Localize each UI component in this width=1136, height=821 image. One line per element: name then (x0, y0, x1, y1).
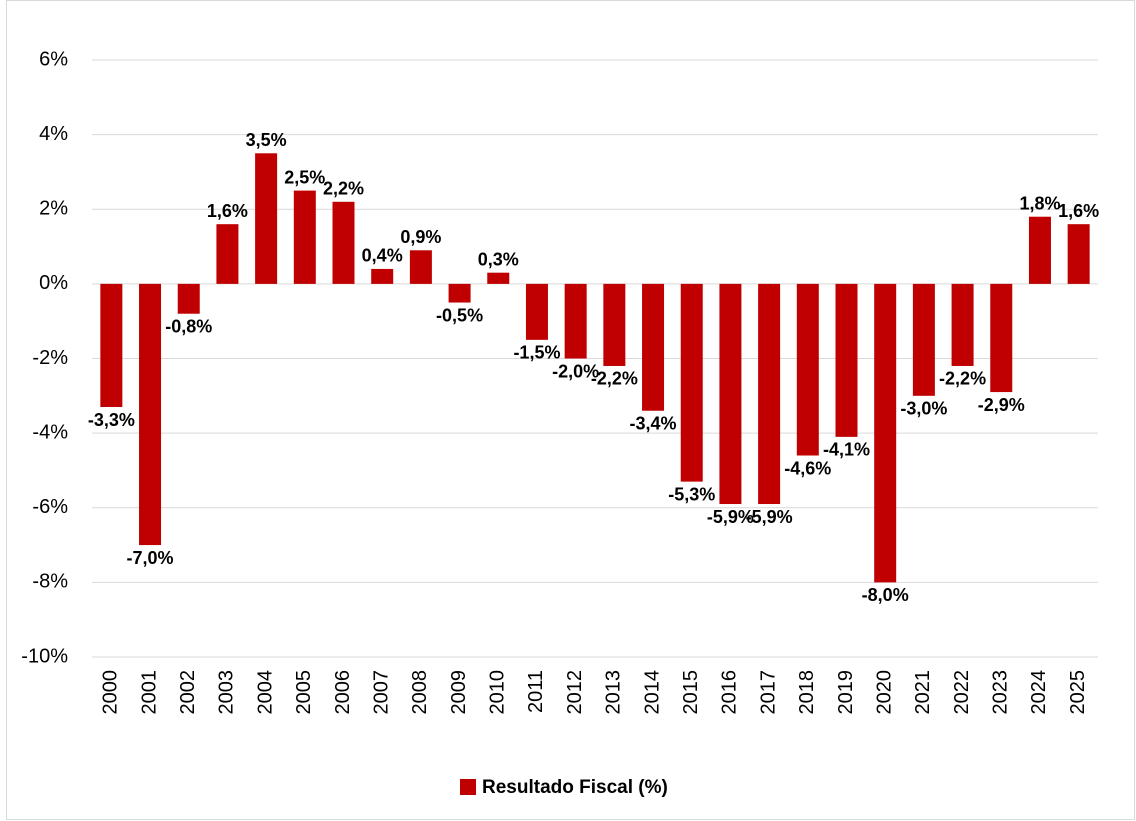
bar (874, 283, 897, 583)
bar (371, 268, 394, 284)
data-label: 0,9% (400, 227, 441, 247)
x-tick-label: 2013 (603, 670, 625, 715)
bar (100, 283, 123, 408)
y-tick-label: -8% (32, 571, 68, 593)
bar (951, 283, 974, 366)
y-tick-label: -4% (32, 421, 68, 443)
x-tick-label: 2020 (873, 670, 895, 715)
legend-swatch (460, 779, 476, 795)
bar (642, 283, 665, 411)
x-tick-label: 2003 (216, 670, 238, 715)
data-label: -5,9% (746, 507, 793, 527)
data-label: -8,0% (862, 585, 909, 605)
bar (564, 283, 587, 359)
data-label: -1,5% (513, 343, 560, 363)
x-tick-label: 2005 (293, 670, 315, 715)
x-tick-label: 2016 (719, 670, 741, 715)
x-tick-label: 2022 (951, 670, 973, 715)
data-label: -0,8% (165, 316, 212, 336)
bar (332, 201, 355, 284)
data-label: 0,3% (478, 249, 519, 269)
data-label: -2,0% (552, 361, 599, 381)
data-label: 1,8% (1019, 193, 1060, 213)
bar (255, 153, 278, 284)
data-label: -3,0% (900, 399, 947, 419)
bar (139, 283, 162, 546)
data-label: -5,9% (707, 507, 754, 527)
data-label: 0,4% (362, 246, 403, 266)
bar (525, 283, 548, 340)
bar (796, 283, 819, 456)
legend-label: Resultado Fiscal (%) (482, 777, 668, 798)
data-label: -2,9% (978, 395, 1025, 415)
data-label: -3,4% (630, 413, 677, 433)
bar (990, 283, 1013, 393)
x-tick-label: 2012 (564, 670, 586, 715)
x-tick-label: 2002 (177, 670, 199, 715)
data-label: -2,2% (591, 369, 638, 389)
x-tick-label: 2021 (912, 670, 934, 715)
data-label: -7,0% (127, 548, 174, 568)
x-tick-label: 2023 (990, 670, 1012, 715)
x-tick-label: 2018 (796, 670, 818, 715)
x-tick-label: 2014 (641, 670, 663, 715)
x-tick-label: 2001 (138, 670, 160, 715)
bar (912, 283, 935, 396)
bar (487, 272, 510, 284)
y-tick-label: 0% (39, 272, 68, 294)
bar (835, 283, 858, 437)
data-label: -3,3% (88, 410, 135, 430)
x-tick-label: 2007 (370, 670, 392, 715)
y-tick-label: -6% (32, 496, 68, 518)
data-label: -5,3% (668, 484, 715, 504)
data-label: 3,5% (246, 130, 287, 150)
data-label: -4,6% (784, 458, 831, 478)
x-tick-label: 2010 (487, 670, 509, 715)
bar (719, 283, 742, 505)
x-tick-label: 2017 (757, 670, 779, 715)
y-tick-label: 4% (39, 123, 68, 145)
data-label: -2,2% (939, 369, 986, 389)
x-tick-label: 2025 (1067, 670, 1089, 715)
x-tick-label: 2004 (254, 670, 276, 715)
bar (293, 190, 316, 284)
bar (448, 283, 471, 303)
bar (603, 283, 626, 366)
bar (1067, 224, 1090, 284)
y-tick-label: 6% (39, 48, 68, 70)
data-label: 2,5% (284, 167, 325, 187)
y-tick-label: 2% (39, 198, 68, 220)
y-tick-label: -2% (32, 347, 68, 369)
x-tick-label: 2008 (409, 670, 431, 715)
data-label: 1,6% (1058, 201, 1099, 221)
x-tick-label: 2011 (525, 670, 547, 713)
data-label: -4,1% (823, 440, 870, 460)
chart-frame (6, 0, 1135, 820)
x-tick-label: 2006 (332, 670, 354, 715)
data-label: 1,6% (207, 201, 248, 221)
bar (680, 283, 703, 482)
x-tick-label: 2019 (835, 670, 857, 715)
data-label: -0,5% (436, 305, 483, 325)
bar (177, 283, 200, 314)
y-tick-label: -10% (21, 645, 68, 667)
x-tick-label: 2009 (448, 670, 470, 715)
x-tick-label: 2024 (1028, 670, 1050, 715)
bar (758, 283, 781, 505)
x-tick-label: 2000 (100, 670, 122, 715)
bar (216, 224, 239, 284)
bar (1028, 216, 1051, 284)
x-tick-label: 2015 (680, 670, 702, 715)
data-label: 2,2% (323, 179, 364, 199)
bar (409, 250, 432, 284)
